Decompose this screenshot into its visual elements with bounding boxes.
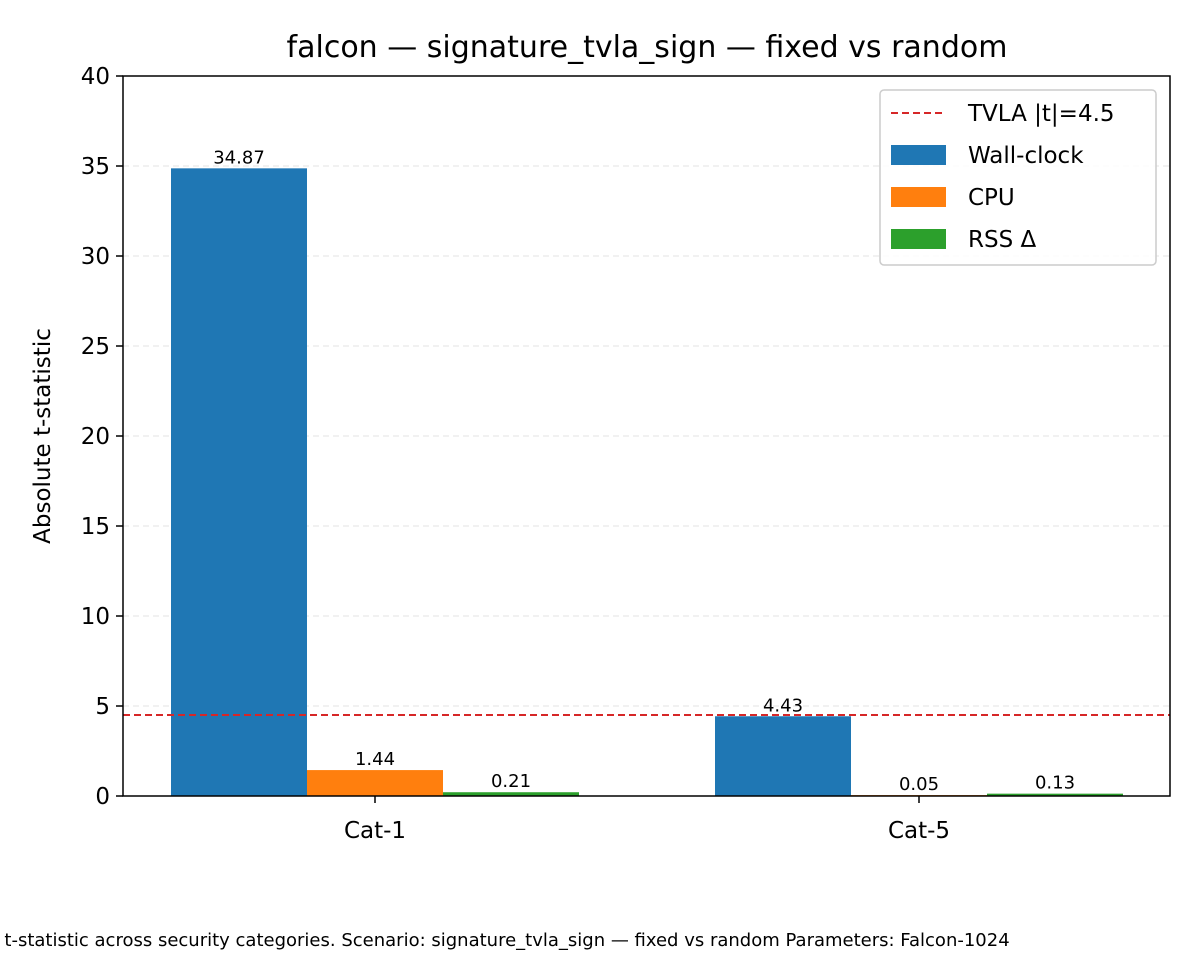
legend: TVLA |t|=4.5 Wall-clock CPU RSS Δ xyxy=(879,89,1157,266)
caption-text: Absolute t-statistic across security cat… xyxy=(0,930,1010,951)
legend-box xyxy=(879,89,1157,266)
bar-rss--cat-5 xyxy=(987,793,1123,796)
y-tick-label: 30 xyxy=(81,244,110,270)
bar-value-labels: 34.87 1.44 0.21 4.43 0.05 0.13 xyxy=(213,147,1075,795)
x-tick-label: Cat-1 xyxy=(344,818,406,844)
bar-value-label: 1.44 xyxy=(355,749,395,770)
y-axis-label: Absolute t-statistic xyxy=(30,328,56,544)
legend-label: TVLA |t|=4.5 xyxy=(967,101,1115,127)
y-tick-label: 15 xyxy=(81,514,110,540)
bar-value-label: 0.13 xyxy=(1035,773,1075,794)
bar-value-label: 0.21 xyxy=(491,771,531,792)
figure-caption: Absolute t-statistic across security cat… xyxy=(0,930,1200,954)
legend-swatch xyxy=(891,229,946,249)
bar-wall-clock-cat-5 xyxy=(715,716,851,796)
bar-value-label: 4.43 xyxy=(763,695,803,716)
bar-wall-clock-cat-1 xyxy=(171,168,307,797)
x-axis: Cat-1 Cat-5 xyxy=(344,796,950,844)
y-tick-label: 20 xyxy=(81,424,110,450)
bar-value-label: 34.87 xyxy=(213,147,265,168)
bars xyxy=(171,168,1123,797)
y-tick-label: 5 xyxy=(95,694,110,720)
legend-label: Wall-clock xyxy=(968,143,1084,169)
legend-label: RSS Δ xyxy=(968,227,1036,253)
y-axis: 0 5 10 15 20 25 30 35 40 xyxy=(81,64,123,810)
legend-label: CPU xyxy=(968,185,1015,211)
y-tick-label: 35 xyxy=(81,154,110,180)
legend-swatch xyxy=(891,187,946,207)
y-tick-label: 25 xyxy=(81,334,110,360)
y-tick-label: 40 xyxy=(81,64,110,90)
x-tick-label: Cat-5 xyxy=(888,818,950,844)
y-tick-label: 10 xyxy=(81,604,110,630)
y-tick-label: 0 xyxy=(95,784,110,810)
bar-cpu-cat-1 xyxy=(307,770,443,796)
chart-title: falcon — signature_tvla_sign — fixed vs … xyxy=(287,30,1008,65)
bar-rss--cat-1 xyxy=(443,792,579,796)
bar-value-label: 0.05 xyxy=(899,774,939,795)
bar-chart: falcon — signature_tvla_sign — fixed vs … xyxy=(30,30,1171,844)
legend-swatch xyxy=(891,145,946,165)
